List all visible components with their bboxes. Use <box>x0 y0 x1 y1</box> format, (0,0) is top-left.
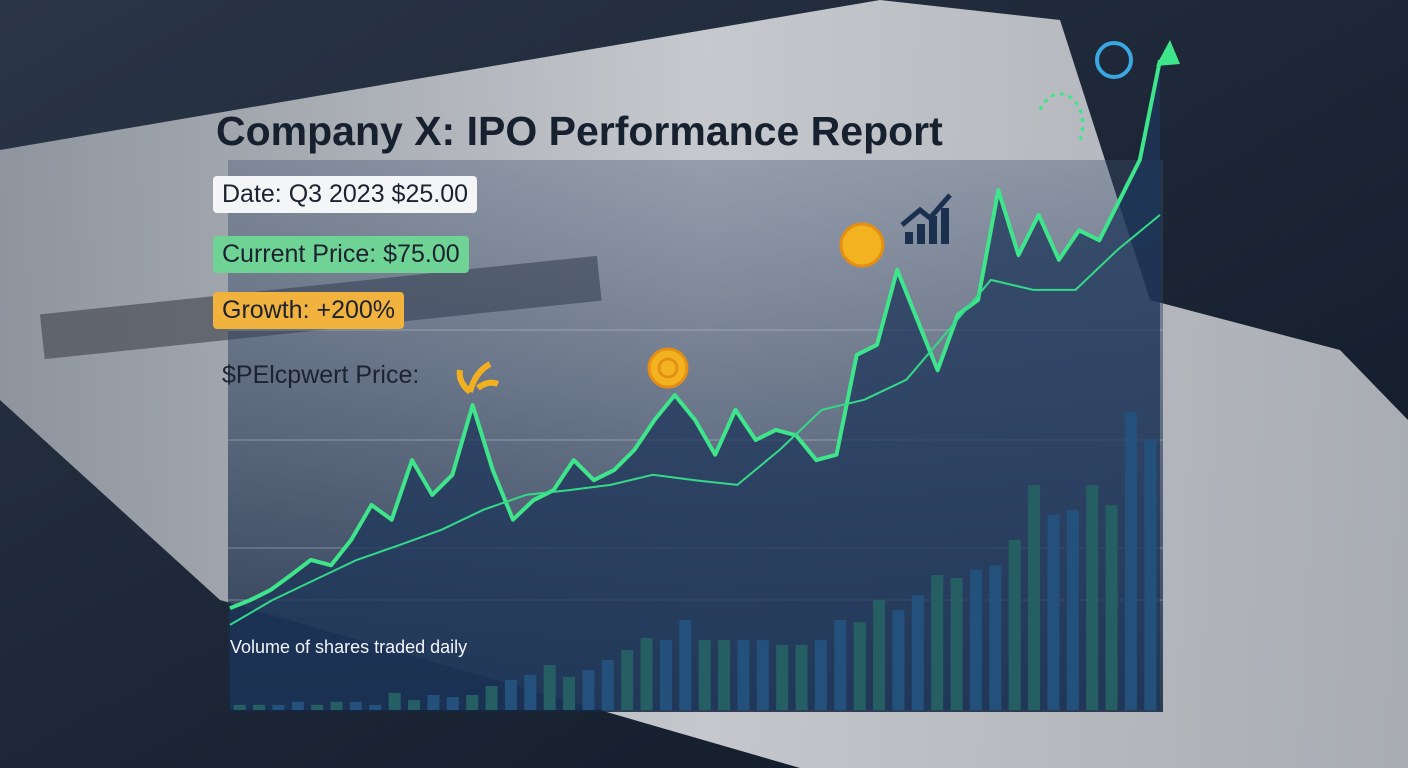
leaf-icon <box>456 361 500 395</box>
pe-label: $PElcpwert Price: <box>222 361 420 389</box>
average-line <box>229 214 1161 626</box>
dashed-arrow <box>1038 92 1085 141</box>
coin-icon <box>657 357 679 379</box>
bar-chart-icon <box>900 193 952 244</box>
current-price-label: Current Price: $75.00 <box>213 236 469 273</box>
price-area <box>230 60 1160 711</box>
marks <box>229 59 1162 711</box>
price-line <box>229 59 1162 611</box>
volume-label: Volume of shares traded daily <box>230 637 468 657</box>
dollar-coin-icon <box>839 222 885 268</box>
coin-icon <box>647 347 689 389</box>
date-label: Date: Q3 2023 $25.00 <box>213 176 478 213</box>
dollar-icon <box>1095 41 1133 79</box>
chart-title: Company X: IPO Performance Report <box>216 108 943 154</box>
arrow-head <box>1156 40 1180 66</box>
growth-label: Growth: +200% <box>213 292 405 329</box>
